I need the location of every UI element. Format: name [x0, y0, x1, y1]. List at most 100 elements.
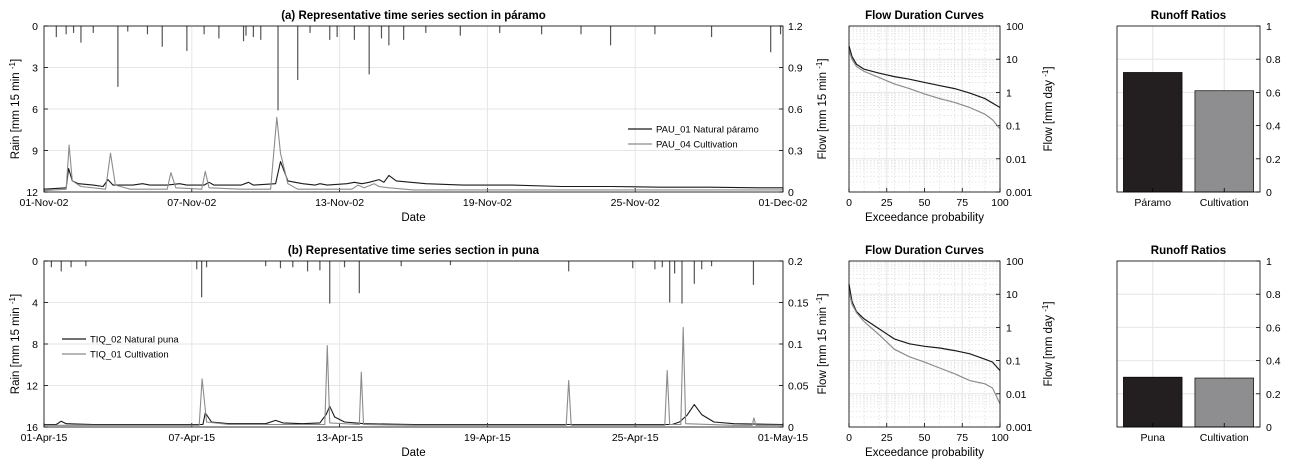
rain-axis-label-exponent: -1 [8, 61, 17, 69]
rain-tick-label: 9 [32, 146, 38, 158]
y-tick-label: 1 [1006, 322, 1012, 334]
panel-title: Runoff Ratios [1151, 10, 1226, 22]
y-tick-label: 0.001 [1006, 422, 1032, 434]
flow-tick-label: 0.1 [788, 339, 803, 351]
fdc-panel-b: 0 25 50 75 100 100 10 1 0.1 0.01 0.001 Flow Duratio… [846, 245, 1032, 459]
legend-entry: PAU_04 Cultivation [656, 140, 738, 151]
flow-tick-label: 0.15 [788, 298, 809, 310]
y-tick-label: 10 [1006, 54, 1018, 66]
y-tick-label: 0.4 [1266, 121, 1281, 133]
rain-tick-label: 0 [32, 21, 38, 33]
fdc-line-cultivation [848, 50, 1001, 130]
rain-tick-label: 8 [32, 339, 38, 351]
fdc-line-natural [848, 45, 1001, 109]
fdc-y-axis-label-close: ] [1043, 66, 1055, 69]
x-tick-label: 100 [991, 197, 1009, 209]
flow-axis-label: Flow [mm 15 min -1] [815, 293, 829, 394]
fdc-y-axis-label: Flow [mm day -1] [1041, 66, 1055, 151]
rain-axis-label-close: ] [10, 294, 22, 297]
plot-frame [1116, 25, 1261, 193]
flow-axis-label-exponent: -1 [815, 296, 824, 304]
y-tick-label: 100 [1006, 256, 1024, 268]
y-tick-label: 0.6 [1266, 87, 1281, 99]
rain-axis-label-text: Rain [mm 15 min [10, 304, 22, 394]
y-tick-label: 1 [1006, 87, 1012, 99]
x-tick-label: 25-Nov-02 [611, 197, 660, 209]
y-tick-label: 0.01 [1006, 154, 1027, 166]
x-tick-label: 25 [881, 432, 893, 444]
rain-tick-label: 16 [26, 422, 38, 434]
y-tick-label: 0.8 [1266, 54, 1281, 66]
rain-axis-label: Rain [mm 15 min -1] [8, 294, 22, 394]
x-tick-label: 07-Nov-02 [167, 197, 216, 209]
flow-tick-label: 0.3 [788, 146, 803, 158]
fdc-line-cultivation [848, 291, 1001, 405]
flow-line-cultivation [44, 326, 783, 426]
x-axis-label: Exceedance probability [865, 447, 984, 459]
timeseries-panel-a: 01-Nov-02 07-Nov-02 13-Nov-02 19-Nov-02 25-N… [19, 10, 807, 224]
bar-cultivation [1194, 377, 1254, 428]
legend-entry: TIQ_02 Natural puna [90, 335, 179, 346]
flow-tick-label: 0.2 [788, 256, 803, 268]
x-tick-label: 01-Nov-02 [19, 197, 68, 209]
category-label: Páramo [1134, 197, 1171, 209]
y-tick-label: 0 [1266, 187, 1272, 199]
y-tick-label: 0.1 [1006, 356, 1021, 368]
flow-axis-label-close: ] [817, 58, 829, 61]
flow-tick-label: 1.2 [788, 21, 803, 33]
bar-natural [1123, 376, 1183, 428]
y-tick-label: 0.1 [1006, 121, 1021, 133]
x-tick-label: 75 [956, 197, 968, 209]
panel-title: Flow Duration Curves [865, 245, 984, 257]
x-tick-label: 01-Dec-02 [758, 197, 807, 209]
flow-axis-label-close: ] [817, 293, 829, 296]
rain-tick-label: 6 [32, 104, 38, 116]
flow-line-natural [44, 404, 784, 426]
rain-tick-label: 0 [32, 256, 38, 268]
x-tick-label: 50 [919, 432, 931, 444]
y-tick-label: 1 [1266, 21, 1272, 33]
y-tick-label: 0 [1266, 422, 1272, 434]
fdc-y-axis-label-exponent: -1 [1041, 69, 1050, 77]
x-tick-label: 01-May-15 [758, 432, 808, 444]
rain-axis-label-exponent: -1 [8, 296, 17, 304]
x-tick-label: 01-Apr-15 [21, 432, 68, 444]
flow-axis-label: Flow [mm 15 min -1] [815, 58, 829, 159]
y-tick-label: 0.8 [1266, 289, 1281, 301]
panel-title: (b) Representative time series section i… [288, 245, 540, 257]
rain-tick-label: 3 [32, 63, 38, 75]
x-tick-label: 0 [846, 432, 852, 444]
plot-frame [1116, 260, 1261, 428]
flow-tick-label: 0.05 [788, 381, 809, 393]
flow-tick-label: 0 [788, 422, 794, 434]
runoff-panel-b: 0 0.2 0.4 0.6 0.8 1 Puna Cultivation Runoff Rati… [1116, 245, 1281, 444]
flow-tick-label: 0.6 [788, 104, 803, 116]
x-tick-label: 25 [881, 197, 893, 209]
y-tick-label: 0.6 [1266, 322, 1281, 334]
y-tick-label: 0.2 [1266, 154, 1281, 166]
y-tick-label: 10 [1006, 289, 1018, 301]
legend-entry: TIQ_01 Cultivation [90, 350, 169, 361]
rain-tick-label: 4 [32, 298, 38, 310]
x-tick-label: 100 [991, 432, 1009, 444]
x-axis-label: Date [401, 447, 425, 459]
rain-tick-label: 12 [26, 381, 38, 393]
flow-tick-label: 0.9 [788, 63, 803, 75]
x-tick-label: 13-Nov-02 [315, 197, 364, 209]
panel-title: (a) Representative time series section i… [281, 10, 546, 22]
x-tick-label: 19-Nov-02 [463, 197, 512, 209]
rain-axis-label-text: Rain [mm 15 min [10, 69, 22, 159]
x-tick-label: 19-Apr-15 [464, 432, 511, 444]
x-tick-label: 13-Apr-15 [316, 432, 363, 444]
flow-axis-label-text: Flow [mm 15 min [817, 304, 829, 395]
timeseries-panel-b: 01-Apr-15 07-Apr-15 13-Apr-15 19-Apr-15 25-A… [21, 245, 809, 459]
panel-title: Flow Duration Curves [865, 10, 984, 22]
x-tick-label: 75 [956, 432, 968, 444]
fdc-y-axis-label-exponent: -1 [1041, 304, 1050, 312]
plot-frame [848, 260, 1001, 428]
flow-axis-label-exponent: -1 [815, 61, 824, 69]
rain-axis-label-close: ] [10, 59, 22, 62]
fdc-y-axis-label-text: Flow [mm day [1043, 77, 1055, 152]
